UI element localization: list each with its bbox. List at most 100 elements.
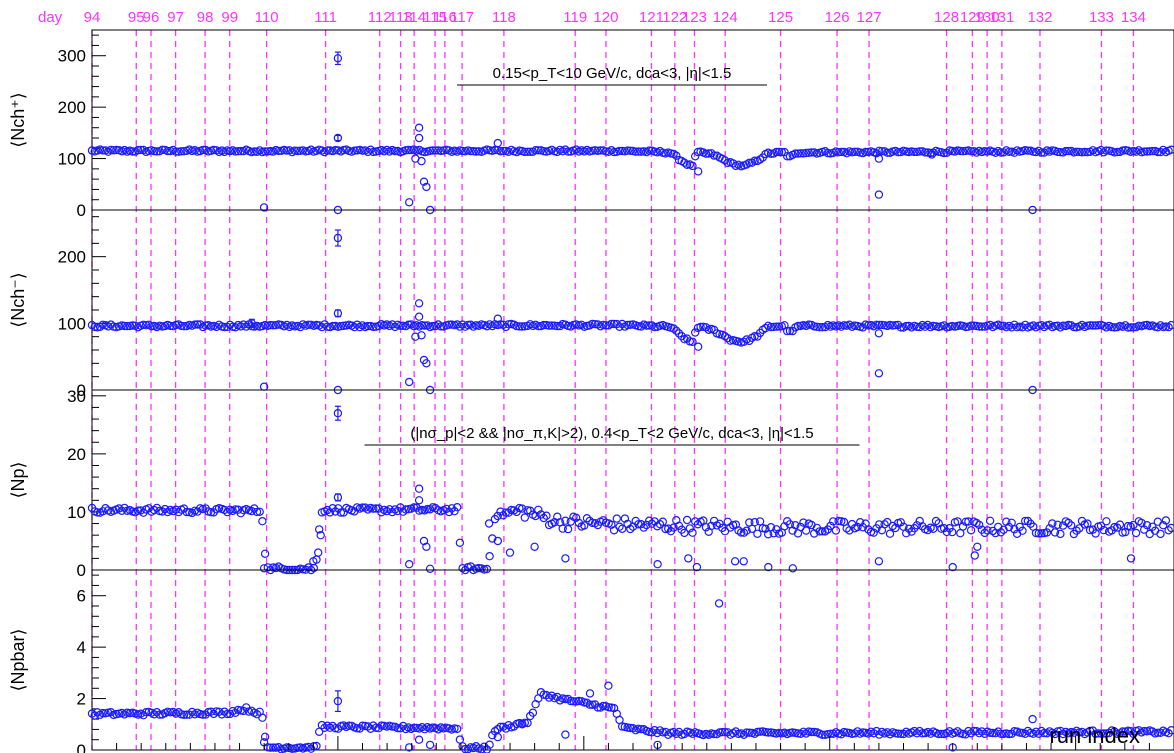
data-point	[604, 703, 613, 712]
data-point	[883, 517, 892, 527]
data-point	[179, 322, 189, 331]
data-point	[120, 321, 129, 331]
data-point	[777, 147, 787, 157]
outlier-point	[333, 309, 343, 318]
data-point	[544, 321, 554, 330]
data-point	[1094, 729, 1103, 738]
data-point	[223, 507, 232, 517]
data-point	[642, 520, 651, 530]
outlier-point	[973, 542, 982, 552]
outlier-point	[411, 332, 420, 341]
outlier-point	[505, 548, 515, 557]
data-point	[720, 728, 730, 737]
data-point	[1056, 147, 1065, 157]
y-tick-label: 2	[77, 690, 86, 709]
data-point	[128, 147, 137, 156]
data-point	[999, 148, 1008, 157]
data-point	[323, 146, 332, 155]
data-point	[796, 149, 805, 158]
data-point	[791, 521, 800, 530]
data-point	[1007, 323, 1016, 332]
data-point	[780, 522, 789, 531]
data-point	[563, 147, 573, 156]
data-point	[926, 148, 935, 158]
data-point	[1161, 516, 1171, 525]
day-marker-label: 113	[389, 9, 413, 26]
data-point	[1167, 726, 1174, 735]
outlier-point	[493, 732, 502, 742]
data-point	[1058, 321, 1068, 330]
data-point	[1126, 727, 1135, 736]
data-point	[553, 321, 562, 331]
data-point	[966, 526, 976, 535]
outlier-point	[405, 743, 414, 752]
data-point	[1107, 322, 1117, 332]
day-marker-label: 119	[563, 9, 587, 26]
day-marker-label: 117	[450, 9, 474, 26]
data-point	[910, 726, 919, 736]
day-marker-label: 131	[989, 9, 1014, 26]
outlier-point	[417, 331, 426, 340]
data-point	[764, 530, 773, 539]
data-point	[856, 518, 865, 527]
outlier-point	[694, 167, 703, 176]
data-point	[818, 323, 827, 332]
data-point	[528, 708, 538, 717]
data-point	[517, 322, 527, 331]
outlier-point	[333, 233, 343, 243]
data-point	[247, 506, 256, 516]
data-point	[1158, 521, 1168, 530]
data-point	[1123, 323, 1133, 332]
data-point	[1153, 147, 1163, 157]
data-point	[723, 334, 732, 343]
data-point	[526, 147, 535, 156]
data-point	[915, 726, 924, 736]
day-marker-label: 114	[402, 9, 426, 26]
data-point	[793, 321, 803, 331]
day-marker-label: 125	[768, 9, 793, 26]
outlier-point	[414, 299, 424, 308]
data-point	[961, 517, 970, 527]
day-marker-label: 118	[492, 9, 516, 26]
data-point	[393, 724, 402, 733]
data-point	[358, 721, 367, 730]
data-point	[163, 146, 172, 156]
data-point	[158, 145, 167, 154]
outlier-point	[417, 156, 426, 166]
data-point	[282, 146, 291, 155]
outlier-point	[530, 542, 539, 552]
data-point	[1104, 728, 1114, 738]
data-point	[517, 504, 527, 513]
data-point	[872, 320, 881, 329]
data-point	[339, 321, 348, 330]
data-point	[969, 726, 979, 736]
data-point	[179, 710, 189, 720]
data-point	[187, 508, 197, 518]
data-point	[1048, 519, 1057, 528]
data-point	[588, 319, 597, 329]
data-point	[634, 322, 643, 331]
data-point	[547, 691, 557, 700]
data-point	[177, 147, 186, 156]
data-point	[650, 322, 659, 332]
data-point	[994, 727, 1003, 736]
data-point	[485, 740, 494, 749]
data-point	[893, 147, 903, 157]
day-marker-label: 112	[368, 9, 392, 26]
data-point	[366, 145, 375, 154]
data-point	[149, 505, 159, 515]
data-point	[766, 149, 776, 158]
data-point	[829, 517, 838, 526]
data-point	[942, 148, 952, 157]
data-points	[87, 405, 1174, 575]
data-point	[136, 506, 145, 515]
data-point	[1018, 323, 1027, 332]
data-point	[615, 522, 624, 531]
data-point	[826, 521, 835, 531]
data-point	[983, 526, 992, 535]
data-point	[612, 319, 622, 329]
day-marker-label: 94	[84, 9, 101, 26]
data-point	[542, 690, 551, 700]
data-point	[837, 730, 846, 739]
